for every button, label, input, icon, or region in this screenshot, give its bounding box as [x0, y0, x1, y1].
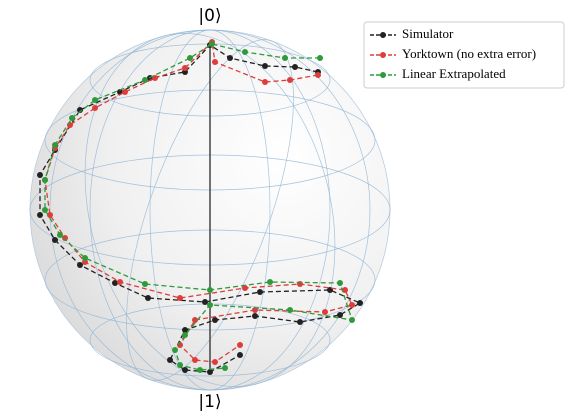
point	[197, 367, 203, 373]
point	[177, 342, 183, 348]
legend-label: Simulator	[402, 26, 454, 41]
point	[282, 55, 288, 61]
point	[227, 55, 233, 61]
trajectory	[44, 40, 353, 363]
point	[337, 312, 343, 318]
point	[252, 313, 258, 319]
point	[242, 49, 248, 55]
point	[172, 347, 178, 353]
point	[52, 142, 58, 148]
point	[92, 97, 98, 103]
point	[77, 262, 83, 268]
point	[212, 359, 218, 365]
bottom-label: |1⟩	[198, 392, 221, 412]
point	[202, 299, 208, 305]
point	[292, 64, 298, 70]
point	[337, 280, 343, 286]
point	[182, 327, 188, 333]
point	[57, 232, 63, 238]
point	[192, 357, 198, 363]
point	[62, 235, 68, 241]
point	[222, 365, 228, 371]
point	[342, 287, 348, 293]
sphere	[29, 29, 391, 391]
legend-marker	[380, 52, 386, 58]
point	[92, 105, 98, 111]
point	[212, 59, 218, 65]
point	[167, 357, 173, 363]
point	[177, 295, 183, 301]
point	[142, 77, 148, 83]
point	[317, 55, 323, 61]
point	[357, 300, 363, 306]
legend-marker	[380, 72, 386, 78]
point	[42, 177, 48, 183]
point	[182, 65, 188, 71]
point	[262, 79, 268, 85]
point	[315, 72, 321, 78]
point	[37, 212, 43, 218]
legend-marker	[380, 32, 386, 38]
point	[177, 362, 183, 368]
plot-area	[37, 39, 363, 375]
point	[267, 279, 273, 285]
point	[37, 172, 43, 178]
point	[287, 307, 293, 313]
point	[182, 332, 188, 338]
point	[242, 285, 248, 291]
point	[287, 77, 293, 83]
point	[42, 207, 48, 213]
legend-label: Linear Extrapolated	[402, 66, 506, 81]
point	[257, 289, 263, 295]
point	[142, 281, 148, 287]
point	[237, 352, 243, 358]
point	[212, 317, 218, 323]
legend: Simulator Yorktown (no extra error) Linear…	[363, 21, 565, 89]
point	[297, 319, 303, 325]
point	[192, 317, 198, 323]
point	[82, 255, 88, 261]
point	[112, 280, 118, 286]
point	[122, 89, 128, 95]
point	[145, 295, 151, 301]
point	[207, 302, 213, 308]
point	[77, 107, 83, 113]
point	[209, 41, 215, 47]
point	[207, 287, 213, 293]
point	[207, 369, 213, 375]
top-label: |0⟩	[198, 6, 221, 26]
point	[349, 302, 355, 308]
legend-label: Yorktown (no extra error)	[402, 46, 536, 61]
point	[262, 63, 268, 69]
point	[69, 115, 75, 121]
point	[349, 317, 355, 323]
point	[187, 55, 193, 61]
point	[182, 367, 188, 373]
point	[47, 212, 53, 218]
point	[52, 237, 58, 243]
point	[237, 342, 243, 348]
point	[322, 309, 328, 315]
point	[117, 279, 123, 285]
